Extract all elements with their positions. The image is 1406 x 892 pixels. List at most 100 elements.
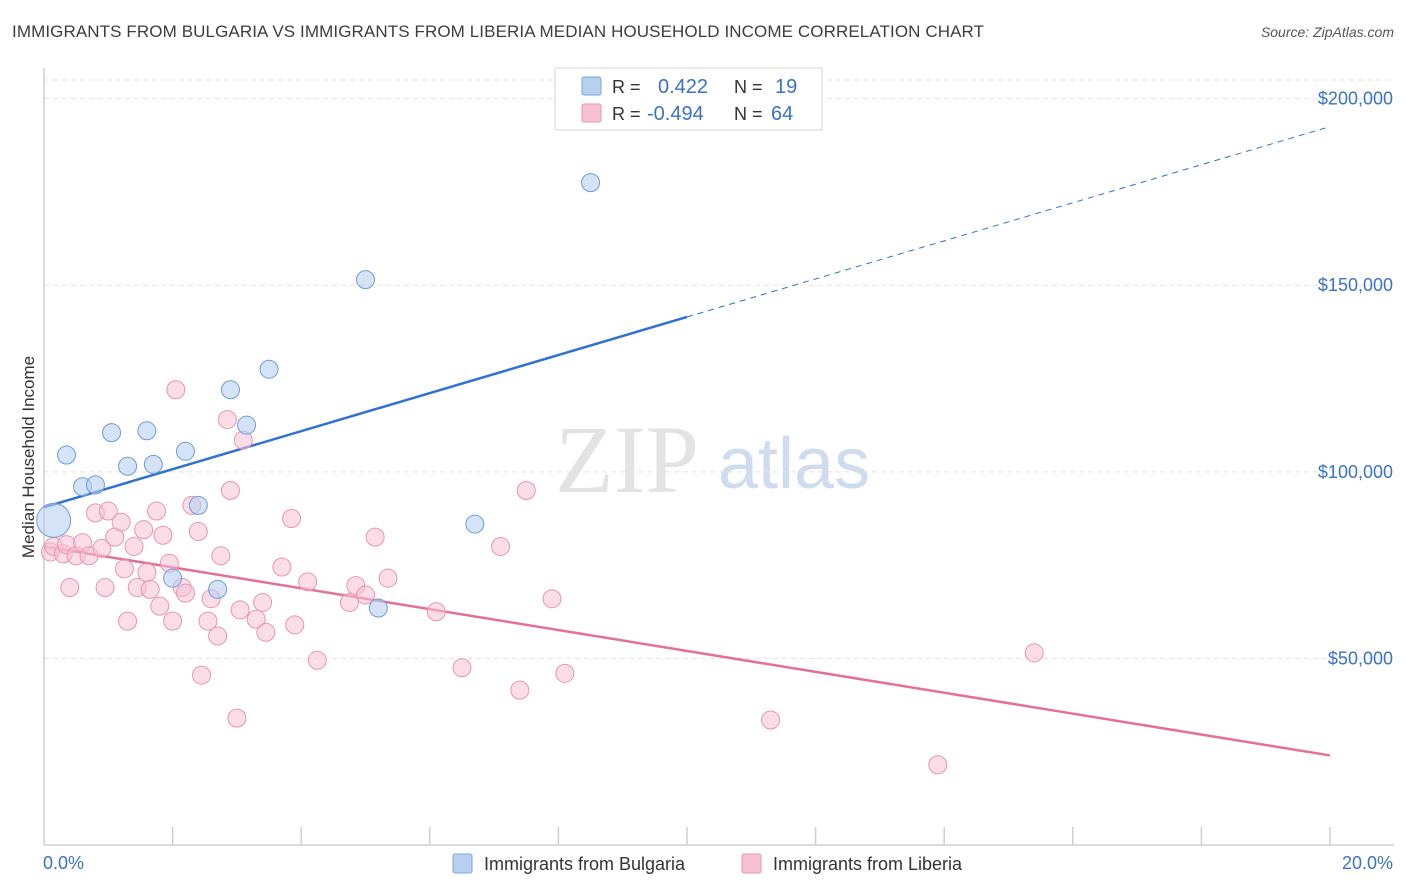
- liberia-point: [92, 538, 112, 558]
- chart-title: IMMIGRANTS FROM BULGARIA VS IMMIGRANTS F…: [12, 22, 985, 41]
- liberia-point: [491, 536, 511, 556]
- liberia-point: [114, 559, 134, 579]
- bulgaria-r-label: R =: [612, 77, 641, 97]
- liberia-point: [60, 578, 80, 598]
- bulgaria-point: [57, 445, 77, 465]
- liberia-point: [928, 755, 948, 775]
- liberia-point: [307, 650, 327, 670]
- bulgaria-point: [143, 454, 163, 474]
- liberia-point: [188, 522, 208, 542]
- bulgaria-point: [259, 359, 279, 379]
- liberia-point: [111, 512, 131, 532]
- liberia-point: [356, 585, 375, 605]
- bulgaria-swatch: [581, 76, 602, 96]
- liberia-point: [246, 609, 266, 629]
- x-tick-label-min: 0.0%: [43, 853, 84, 873]
- y-tick-label: $50,000: [1328, 648, 1393, 668]
- liberia-point: [542, 589, 562, 609]
- liberia-point: [147, 501, 167, 521]
- x-ticks: [171, 827, 1331, 845]
- bulgaria-points: [36, 173, 601, 618]
- liberia-trend-line: [43, 545, 1331, 757]
- y-tick-label: $200,000: [1318, 89, 1393, 109]
- liberia-r-label: R =: [612, 104, 641, 124]
- liberia-point: [452, 658, 472, 678]
- bulgaria-point: [465, 514, 485, 534]
- liberia-point: [192, 665, 212, 685]
- liberia-point: [166, 380, 186, 400]
- bulgaria-r-value: 0.422: [658, 76, 708, 98]
- y-tick-label: $100,000: [1318, 462, 1393, 482]
- liberia-point: [137, 563, 157, 583]
- bulgaria-trend-extension: [686, 126, 1331, 318]
- liberia-r-value: -0.494: [647, 103, 704, 125]
- liberia-point: [150, 596, 170, 616]
- liberia-point: [510, 680, 530, 700]
- bulgaria-point: [188, 495, 208, 515]
- liberia-n-value: 64: [771, 103, 793, 125]
- liberia-point: [272, 557, 292, 577]
- liberia-point: [426, 602, 446, 622]
- liberia-point: [282, 508, 302, 528]
- liberia-point: [198, 611, 218, 631]
- bulgaria-point: [163, 568, 183, 588]
- liberia-point: [118, 611, 138, 631]
- bulgaria-point: [368, 598, 388, 618]
- axes: [43, 68, 1394, 846]
- liberia-point: [175, 583, 195, 603]
- liberia-point: [365, 527, 385, 547]
- liberia-point: [211, 546, 231, 566]
- legend-liberia-swatch: [741, 853, 762, 874]
- liberia-point: [339, 592, 359, 612]
- liberia-point: [1024, 643, 1044, 663]
- liberia-point: [555, 663, 575, 683]
- legend-liberia-label: Immigrants from Liberia: [773, 854, 963, 874]
- liberia-point: [134, 520, 154, 540]
- bulgaria-point: [102, 423, 122, 443]
- y-tick-labels: $50,000 $100,000 $150,000 $200,000: [1318, 89, 1393, 669]
- liberia-point: [140, 579, 160, 599]
- liberia-point: [285, 615, 305, 635]
- liberia-point: [227, 708, 247, 728]
- liberia-point: [230, 600, 250, 620]
- source-credit: Source: ZipAtlas.com: [1260, 24, 1394, 40]
- liberia-points: [40, 380, 1044, 775]
- y-axis-title: Median Household Income: [19, 356, 38, 558]
- liberia-point: [761, 710, 781, 730]
- bulgaria-point: [175, 441, 195, 461]
- bulgaria-point: [118, 456, 138, 476]
- bulgaria-point: [137, 421, 157, 441]
- legend-bulgaria-label: Immigrants from Bulgaria: [484, 854, 686, 874]
- bulgaria-point: [581, 173, 601, 193]
- series-legend: Immigrants from Bulgaria Immigrants from…: [452, 853, 963, 874]
- liberia-point: [220, 480, 240, 500]
- stats-legend: R = 0.422 N = 19 R = -0.494 N = 64: [554, 67, 823, 131]
- bulgaria-point: [356, 270, 375, 290]
- liberia-point: [98, 501, 118, 521]
- bulgaria-trend-line: [43, 315, 688, 509]
- liberia-point: [253, 592, 273, 612]
- bulgaria-point: [208, 579, 228, 599]
- bulgaria-n-value: 19: [775, 76, 797, 98]
- liberia-point: [153, 525, 173, 545]
- liberia-point: [378, 568, 398, 588]
- bulgaria-point: [220, 380, 240, 400]
- liberia-point: [256, 622, 276, 642]
- bulgaria-point: [237, 415, 257, 435]
- liberia-n-label: N =: [734, 104, 763, 124]
- liberia-swatch: [581, 103, 602, 123]
- liberia-point: [124, 536, 144, 556]
- x-tick-label-max: 20.0%: [1342, 853, 1393, 873]
- trend-lines: [43, 126, 1331, 757]
- liberia-point: [95, 578, 115, 598]
- legend-bulgaria-swatch: [452, 853, 473, 874]
- y-tick-label: $150,000: [1318, 275, 1393, 295]
- liberia-point: [208, 626, 228, 646]
- watermark-atlas: atlas: [718, 424, 870, 504]
- liberia-point: [516, 480, 536, 500]
- watermark-zip: ZIP: [555, 406, 699, 513]
- liberia-point: [298, 572, 318, 592]
- liberia-point: [163, 611, 183, 631]
- gridlines: [44, 79, 1394, 659]
